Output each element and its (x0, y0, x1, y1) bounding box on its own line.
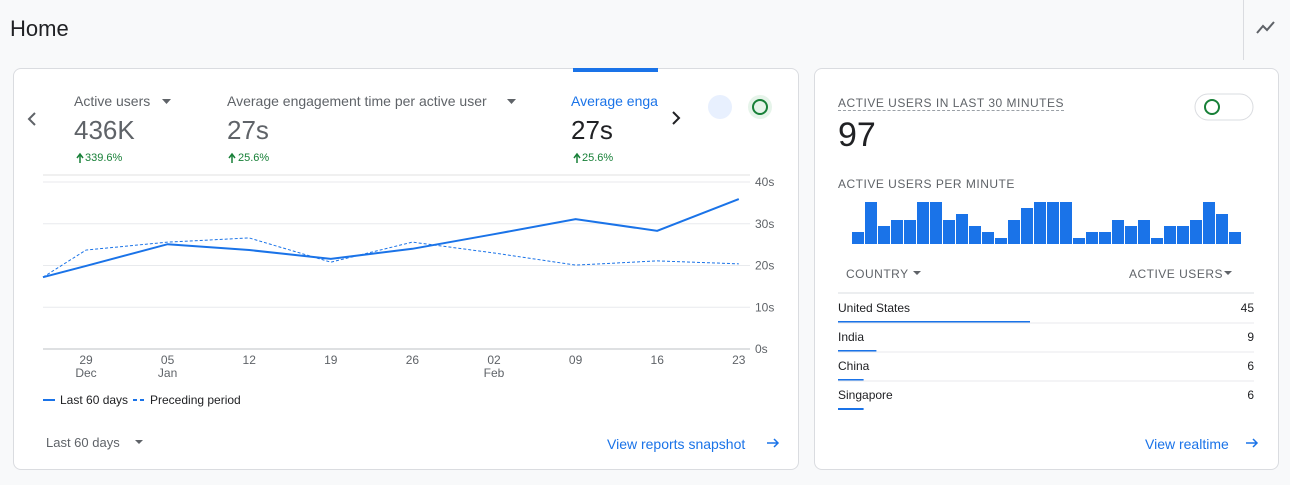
legend-label: Last 60 days (60, 393, 128, 407)
country: India (838, 330, 864, 344)
usage-bar (838, 321, 1030, 323)
column-header[interactable]: ACTIVE USERS (1128, 267, 1223, 281)
y-tick-label: 40s (755, 175, 774, 189)
x-tick-sublabel: Jan (158, 366, 177, 380)
country: United States (838, 301, 910, 315)
bar (1151, 238, 1163, 244)
bar (1008, 220, 1020, 244)
bar (1164, 226, 1176, 244)
y-tick-label: 10s (755, 300, 774, 314)
realtime-value: 97 (838, 116, 876, 154)
legend-label: Preceding period (150, 393, 241, 407)
bar (1177, 226, 1189, 244)
overview-card (13, 68, 799, 470)
x-tick-label: 09 (569, 353, 583, 367)
series-line (42, 237, 739, 278)
usage-bar (838, 350, 877, 352)
bar (904, 220, 916, 244)
metric-change: 25.6% (238, 152, 270, 164)
x-tick-label: 02 (487, 353, 501, 367)
bar (995, 238, 1007, 244)
users: 9 (1247, 330, 1254, 344)
bar (1203, 202, 1215, 244)
reports-link[interactable]: View reports snapshot (607, 436, 746, 452)
metric-change: 339.6% (85, 152, 123, 164)
bar (956, 214, 968, 244)
x-tick-label: 29 (79, 353, 93, 367)
y-tick-label: 20s (755, 259, 774, 273)
bar (1073, 238, 1085, 244)
x-tick-label: 23 (732, 353, 746, 367)
usage-bar (838, 408, 864, 410)
bar (1216, 214, 1228, 244)
metric-label[interactable]: Active users (74, 93, 151, 109)
country: China (838, 359, 870, 373)
country: Singapore (838, 388, 893, 402)
usage-bar (838, 379, 864, 381)
series-line (42, 198, 740, 279)
metric-value: 27s (571, 115, 613, 145)
x-tick-sublabel: Dec (75, 366, 96, 380)
y-tick-label: 30s (755, 217, 774, 231)
page-title: Home (10, 16, 69, 41)
x-tick-label: 26 (406, 353, 420, 367)
insights-icon[interactable] (1255, 18, 1279, 36)
bar (1112, 220, 1124, 244)
users: 45 (1241, 301, 1255, 315)
bar (1086, 232, 1098, 244)
divider (1243, 0, 1244, 60)
bar (1125, 226, 1137, 244)
bar (878, 226, 890, 244)
realtime-heading: ACTIVE USERS IN LAST 30 MINUTES (838, 96, 1064, 111)
bar (1047, 202, 1059, 244)
bar (1190, 220, 1202, 244)
metric-value: 27s (227, 115, 269, 145)
x-tick-sublabel: Feb (484, 366, 505, 380)
bar (943, 220, 955, 244)
bar (852, 232, 864, 244)
date-range[interactable]: Last 60 days (46, 435, 120, 450)
bar (891, 220, 903, 244)
metric-label[interactable]: Average engagement time per active user (227, 93, 487, 109)
selected-tab (573, 68, 658, 72)
bar (1021, 208, 1033, 244)
bar (1229, 232, 1241, 244)
bar (1099, 232, 1111, 244)
per-minute-heading: ACTIVE USERS PER MINUTE (838, 177, 1015, 191)
realtime-card (814, 68, 1279, 470)
bar (930, 202, 942, 244)
metric-label[interactable]: Average enga (571, 93, 658, 109)
bar (865, 202, 877, 244)
bar (982, 232, 994, 244)
bar (1034, 202, 1046, 244)
bar (969, 226, 981, 244)
bar (1138, 220, 1150, 244)
x-tick-label: 19 (324, 353, 338, 367)
column-header[interactable]: COUNTRY (846, 267, 909, 281)
y-tick-label: 0s (755, 342, 768, 356)
metric-value: 436K (74, 115, 135, 145)
metric-change: 25.6% (582, 152, 614, 164)
realtime-link[interactable]: View realtime (1145, 436, 1229, 452)
users: 6 (1247, 359, 1254, 373)
bar (1060, 202, 1072, 244)
x-tick-label: 12 (243, 353, 257, 367)
x-tick-label: 16 (651, 353, 665, 367)
bar (917, 202, 929, 244)
x-tick-label: 05 (161, 353, 175, 367)
users: 6 (1247, 388, 1254, 402)
